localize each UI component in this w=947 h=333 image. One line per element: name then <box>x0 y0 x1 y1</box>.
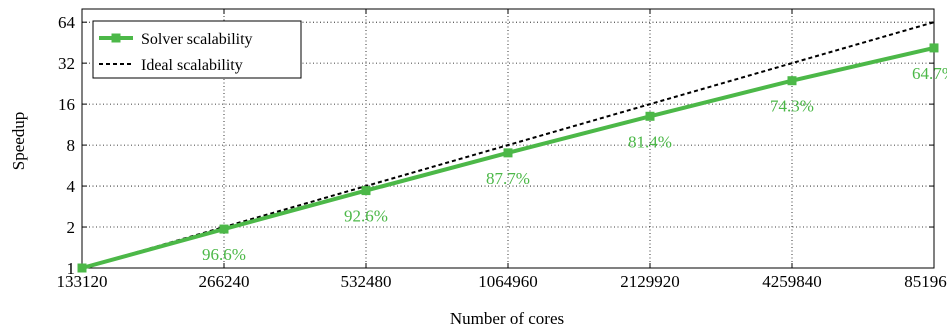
efficiency-label: 64.7% <box>912 64 947 83</box>
y-tick-label: 4 <box>67 177 76 196</box>
x-tick-label: 8519680 <box>904 272 947 291</box>
legend-solver-label: Solver scalability <box>141 31 253 48</box>
legend: Solver scalability Ideal scalability <box>92 20 302 79</box>
y-tick-label: 16 <box>58 95 75 114</box>
y-tick-label: 8 <box>67 136 76 155</box>
data-labels: 96.6% 92.6% 87.7% 81.4% 74.3% 64.7% <box>202 64 947 264</box>
solver-point <box>929 43 939 53</box>
legend-ideal-label: Ideal scalability <box>141 57 243 74</box>
x-tick-label: 133120 <box>57 272 108 291</box>
y-tick-label: 1 <box>67 259 76 278</box>
y-tick-label: 64 <box>58 13 76 32</box>
grid <box>82 9 934 268</box>
solver-scalability-line <box>81 45 935 270</box>
solver-point <box>361 186 371 196</box>
legend-box <box>92 20 302 79</box>
solver-point <box>787 76 797 86</box>
y-axis-title: Speedup <box>9 112 28 171</box>
efficiency-label: 74.3% <box>770 97 814 116</box>
solver-point <box>645 111 655 121</box>
axis-ticks: 133120 266240 532480 1064960 2129920 4259840 8… <box>57 9 947 291</box>
efficiency-label: 92.6% <box>344 207 388 226</box>
x-tick-label: 4259840 <box>762 272 822 291</box>
x-tick-label: 2129920 <box>620 272 680 291</box>
legend-solver-marker <box>111 33 121 43</box>
efficiency-label: 87.7% <box>486 169 530 188</box>
x-tick-label: 266240 <box>199 272 250 291</box>
solver-point <box>77 263 87 273</box>
x-tick-label: 1064960 <box>478 272 538 291</box>
efficiency-label: 96.6% <box>202 245 246 264</box>
solver-point <box>219 224 229 234</box>
efficiency-label: 81.4% <box>628 132 672 151</box>
series-layer <box>77 21 939 273</box>
x-tick-label: 532480 <box>341 272 392 291</box>
solver-point <box>503 148 513 158</box>
x-axis-title: Number of cores <box>450 309 564 328</box>
y-tick-label: 32 <box>58 54 75 73</box>
y-tick-label: 2 <box>67 218 76 237</box>
